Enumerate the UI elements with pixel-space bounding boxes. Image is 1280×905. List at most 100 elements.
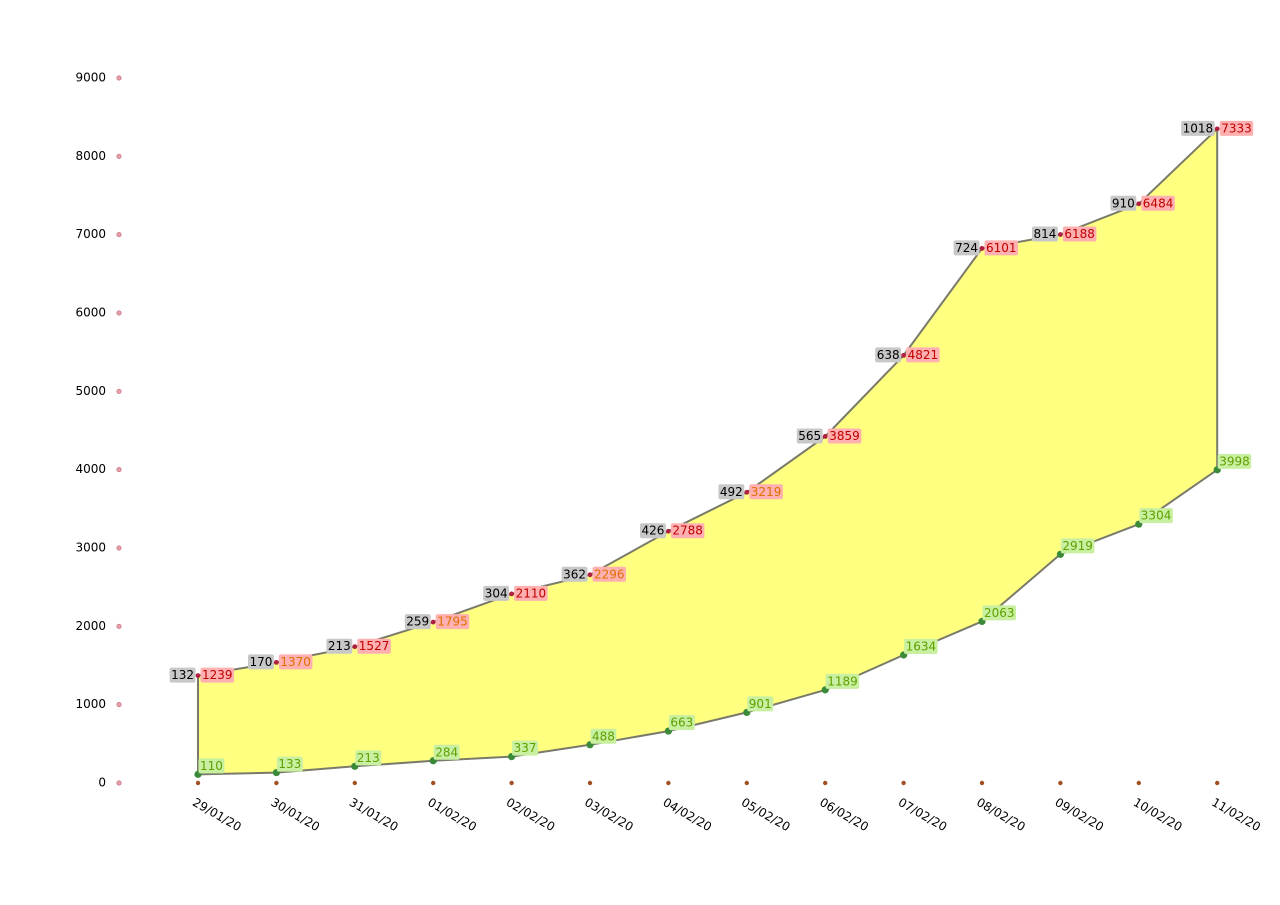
x-tick-label: 31/01/20 <box>347 795 401 834</box>
x-tick-label: 03/02/20 <box>582 795 636 834</box>
x-tick-dot <box>1215 780 1220 786</box>
upper-gray-label: 426 <box>639 523 666 539</box>
upper-value-label: 1239 <box>200 667 235 683</box>
lower-value-label-bg <box>198 758 225 774</box>
mark-layer <box>194 126 1221 778</box>
lower-value-label: 337 <box>512 740 539 756</box>
lower-value-label: 1634 <box>904 639 938 655</box>
upper-value-label-bg <box>357 638 391 654</box>
upper-gray-label: 565 <box>796 428 823 444</box>
x-tick-label: 05/02/20 <box>739 795 793 834</box>
lower-value-label-text: 663 <box>670 716 693 730</box>
y-tick-label: 2000 <box>75 619 106 633</box>
lower-value-label-bg <box>355 750 382 766</box>
upper-gray-label-text: 724 <box>955 241 978 255</box>
upper-value-label-text: 1795 <box>437 615 468 629</box>
upper-value-label-text: 3219 <box>751 485 782 499</box>
upper-point <box>744 489 750 495</box>
lower-value-label-bg <box>1139 508 1173 524</box>
upper-value-label-text: 6484 <box>1143 196 1174 210</box>
upper-point <box>195 673 201 679</box>
upper-value-label-text: 1239 <box>202 668 233 682</box>
upper-value-label-text: 6101 <box>986 241 1017 255</box>
upper-value-label: 7333 <box>1219 120 1254 136</box>
x-tick-label: 30/01/20 <box>269 795 323 834</box>
upper-value-label: 2788 <box>670 523 705 539</box>
upper-gray-label-bg <box>1031 226 1058 242</box>
upper-gray-label-bg <box>247 654 274 670</box>
x-tick-label: 10/02/20 <box>1131 795 1185 834</box>
upper-gray-label: 170 <box>247 654 274 670</box>
upper-value-label-text: 3859 <box>829 429 860 443</box>
x-tick-label: 11/02/20 <box>1209 795 1263 834</box>
lower-value-label-text: 133 <box>278 757 301 771</box>
x-tick-label: 02/02/20 <box>504 795 558 834</box>
upper-gray-label-text: 362 <box>563 567 586 581</box>
x-tick-label: 04/02/20 <box>661 795 715 834</box>
upper-value-label-bg <box>1062 226 1097 242</box>
lower-value-label: 1189 <box>825 673 860 689</box>
upper-value-label: 4821 <box>906 347 940 363</box>
upper-gray-label: 814 <box>1031 226 1058 242</box>
lower-value-label-bg <box>1217 453 1252 469</box>
upper-point <box>901 352 906 358</box>
upper-value-label-bg <box>749 484 783 500</box>
y-tick-dot <box>116 75 122 81</box>
lower-value-label: 3304 <box>1139 508 1173 524</box>
label-layer: 132 1239 170 1370 213 1527 259 1795 304 2110 362 22… <box>169 120 1254 774</box>
lower-value-label-bg <box>433 744 460 760</box>
y-tick-dot <box>116 545 122 551</box>
upper-point <box>822 434 828 439</box>
upper-gray-label-bg <box>639 523 666 539</box>
upper-gray-label-bg <box>326 638 353 654</box>
upper-value-label-bg <box>200 667 235 683</box>
upper-value-label: 6484 <box>1141 195 1175 211</box>
upper-value-label-bg <box>435 614 470 630</box>
x-tick-label: 09/02/20 <box>1053 795 1107 834</box>
y-tick-label: 8000 <box>75 149 106 163</box>
upper-gray-label-text: 213 <box>328 639 351 653</box>
lower-value-label-bg <box>747 696 774 712</box>
upper-value-label: 1370 <box>278 654 313 670</box>
upper-gray-label: 362 <box>561 566 588 582</box>
upper-gray-label: 132 <box>169 667 196 683</box>
lower-value-label-bg <box>1060 538 1095 554</box>
x-tick-dot <box>979 780 985 786</box>
upper-value-label-bg <box>984 240 1019 256</box>
upper-value-label: 1795 <box>435 614 470 630</box>
lower-value-label: 2919 <box>1060 538 1095 554</box>
upper-value-label-text: 1370 <box>280 655 311 669</box>
upper-gray-label-text: 814 <box>1033 227 1056 241</box>
upper-gray-label-bg <box>404 614 431 630</box>
area-layer <box>197 127 1219 776</box>
y-tick-label: 6000 <box>75 306 106 320</box>
y-tick-dot <box>116 623 122 629</box>
lower-value-label-text: 2063 <box>984 606 1015 620</box>
upper-point <box>509 591 514 597</box>
lower-value-label: 3998 <box>1217 453 1252 469</box>
x-tick-dot <box>901 780 906 786</box>
lower-value-label-bg <box>825 673 860 689</box>
y-tick-label: 7000 <box>75 227 106 241</box>
upper-value-label: 3859 <box>827 428 862 444</box>
lower-value-label-bg <box>276 756 303 772</box>
upper-value-label: 2296 <box>592 566 627 582</box>
upper-value-label-bg <box>514 585 548 601</box>
upper-gray-label: 213 <box>326 638 353 654</box>
y-tick-dot <box>116 153 122 159</box>
upper-gray-label-bg <box>796 428 823 444</box>
x-tick-dot <box>431 780 436 786</box>
upper-gray-label-bg <box>953 240 980 256</box>
lower-value-label-text: 337 <box>514 741 537 755</box>
lower-value-label: 284 <box>433 744 460 760</box>
upper-value-label-bg <box>278 654 313 670</box>
y-tick-label: 1000 <box>75 697 106 711</box>
x-tick-dot <box>587 780 593 786</box>
y-tick-dot <box>116 388 122 394</box>
y-tick-label: 5000 <box>75 384 106 398</box>
upper-value-label-text: 7333 <box>1221 121 1252 135</box>
lower-value-label-text: 488 <box>592 729 615 743</box>
lower-value-label: 133 <box>276 756 303 772</box>
upper-gray-label: 492 <box>718 484 745 500</box>
